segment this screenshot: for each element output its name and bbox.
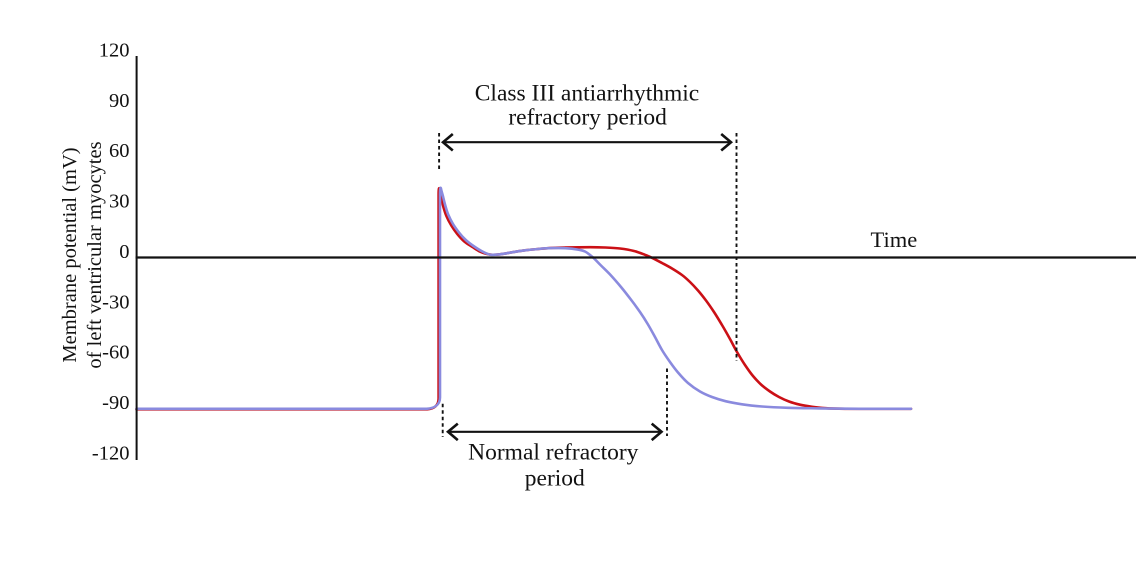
svg-text:Membrane potential (mV): Membrane potential (mV) <box>59 147 81 362</box>
svg-text:period: period <box>525 466 585 492</box>
svg-text:refractory period: refractory period <box>508 105 667 131</box>
svg-text:90: 90 <box>109 90 130 112</box>
svg-text:0: 0 <box>119 241 129 263</box>
svg-text:-90: -90 <box>102 392 129 414</box>
svg-text:-120: -120 <box>92 442 130 464</box>
svg-text:Class III antiarrhythmic: Class III antiarrhythmic <box>475 81 700 107</box>
svg-text:60: 60 <box>109 140 130 162</box>
svg-text:-30: -30 <box>102 291 129 313</box>
svg-text:Normal refractory: Normal refractory <box>468 439 639 465</box>
svg-text:-60: -60 <box>102 342 129 364</box>
svg-text:30: 30 <box>109 191 130 213</box>
svg-text:120: 120 <box>99 39 130 61</box>
svg-text:of left ventricular myocytes: of left ventricular myocytes <box>84 141 106 368</box>
svg-text:Time: Time <box>871 227 918 252</box>
